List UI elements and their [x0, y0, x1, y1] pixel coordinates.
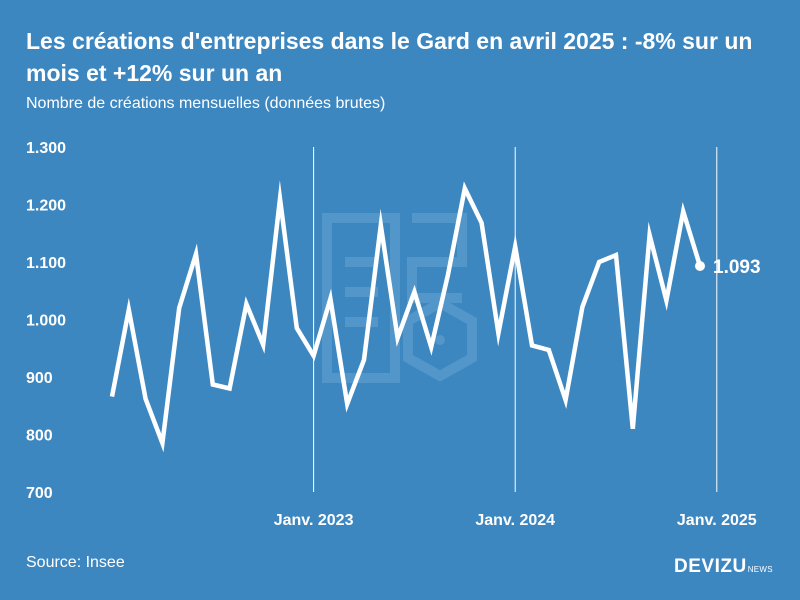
x-tick-label: Janv. 2024 [475, 512, 555, 529]
chart-subtitle: Nombre de créations mensuelles (données … [26, 95, 386, 112]
y-tick-label: 1.200 [26, 198, 66, 215]
y-tick-label: 700 [26, 485, 53, 502]
chart-title: Les créations d'entreprises dans le Gard… [26, 28, 753, 86]
y-tick-label: 1.100 [26, 255, 66, 272]
series-line [109, 180, 703, 453]
series-layer: 1.093 [109, 180, 761, 453]
x-axis: Janv. 2023 Janv. 2024 Janv. 2025 [274, 512, 757, 529]
x-tick-label: Janv. 2025 [677, 512, 757, 529]
last-value-label: 1.093 [713, 257, 761, 278]
x-tick-label: Janv. 2023 [274, 512, 354, 529]
watermark-logo [322, 213, 477, 383]
y-tick-label: 800 [26, 428, 53, 445]
brand-logo: DEVIZUNEWS [674, 556, 773, 578]
y-axis: 1.300 1.200 1.100 1.000 900 800 700 [26, 140, 66, 502]
source-note: Source: Insee [26, 554, 125, 571]
last-point-marker [695, 261, 705, 272]
y-tick-label: 1.000 [26, 313, 66, 330]
y-tick-label: 900 [26, 370, 53, 387]
y-tick-label: 1.300 [26, 140, 66, 157]
brand-name: DEVIZU [674, 556, 747, 577]
gridlines [313, 147, 718, 492]
brand-suffix: NEWS [747, 565, 773, 574]
